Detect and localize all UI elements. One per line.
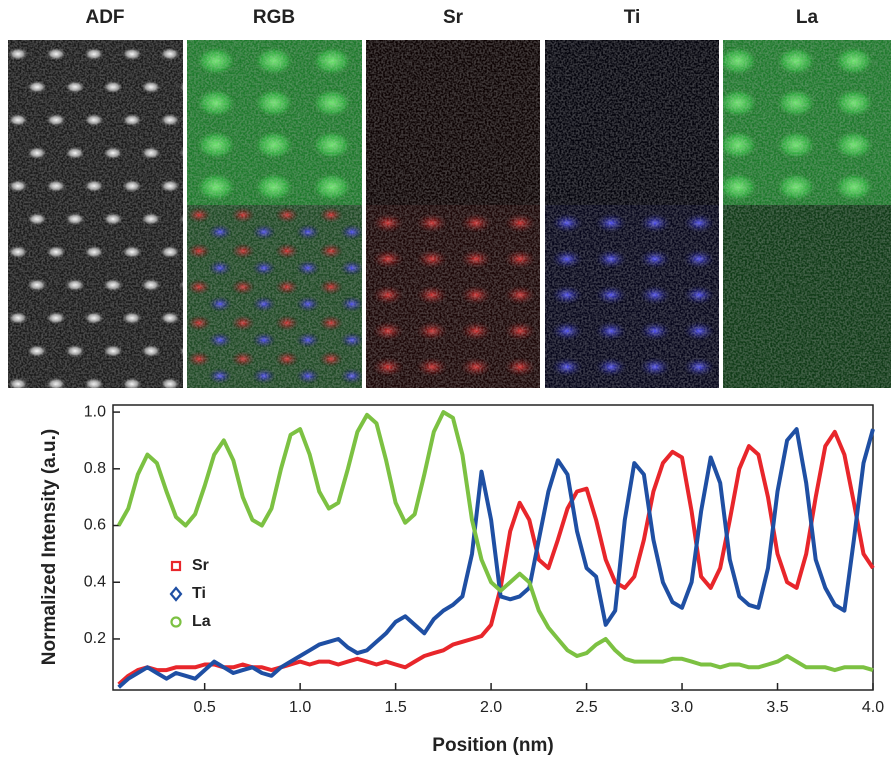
x-tick-label: 1.0 [289,699,311,716]
y-tick-label: 0.8 [84,460,106,477]
panel-title: ADF [85,7,124,28]
x-tick-label: 3.5 [766,699,788,716]
image-panels: ADF RGB Sr Ti La [8,7,891,388]
x-tick-label: 0.5 [194,699,216,716]
legend-label: La [192,613,211,630]
legend-marker [170,560,182,572]
divider [183,40,187,388]
y-tick-label: 1.0 [84,403,106,420]
x-tick-label: 1.5 [384,699,406,716]
x-tick-label: 2.0 [480,699,502,716]
panel-title: Ti [624,7,641,28]
y-tick-label: 0.6 [84,517,106,534]
series-line [116,410,874,673]
plot-frame [112,404,874,691]
panel-title: Sr [443,7,464,28]
x-tick-label: 3.0 [671,699,693,716]
divider [362,40,366,388]
panel-title: La [796,7,819,28]
x-axis-label: Position (nm) [432,735,553,756]
divider [719,40,723,388]
legend-marker [170,616,182,628]
y-axis-label: Normalized Intensity (a.u.) [39,429,60,665]
legend-label: Ti [192,585,206,602]
divider [540,40,545,388]
panel-title: RGB [253,7,295,28]
x-tick-label: 2.5 [575,699,597,716]
series-line [117,429,875,686]
image-noise [8,40,891,388]
y-tick-label: 0.2 [84,630,106,647]
series-line [117,427,875,689]
y-tick-label: 0.4 [84,573,106,590]
x-tick-label: 4.0 [862,699,884,716]
legend-marker [169,586,183,602]
legend-label: Sr [192,557,209,574]
